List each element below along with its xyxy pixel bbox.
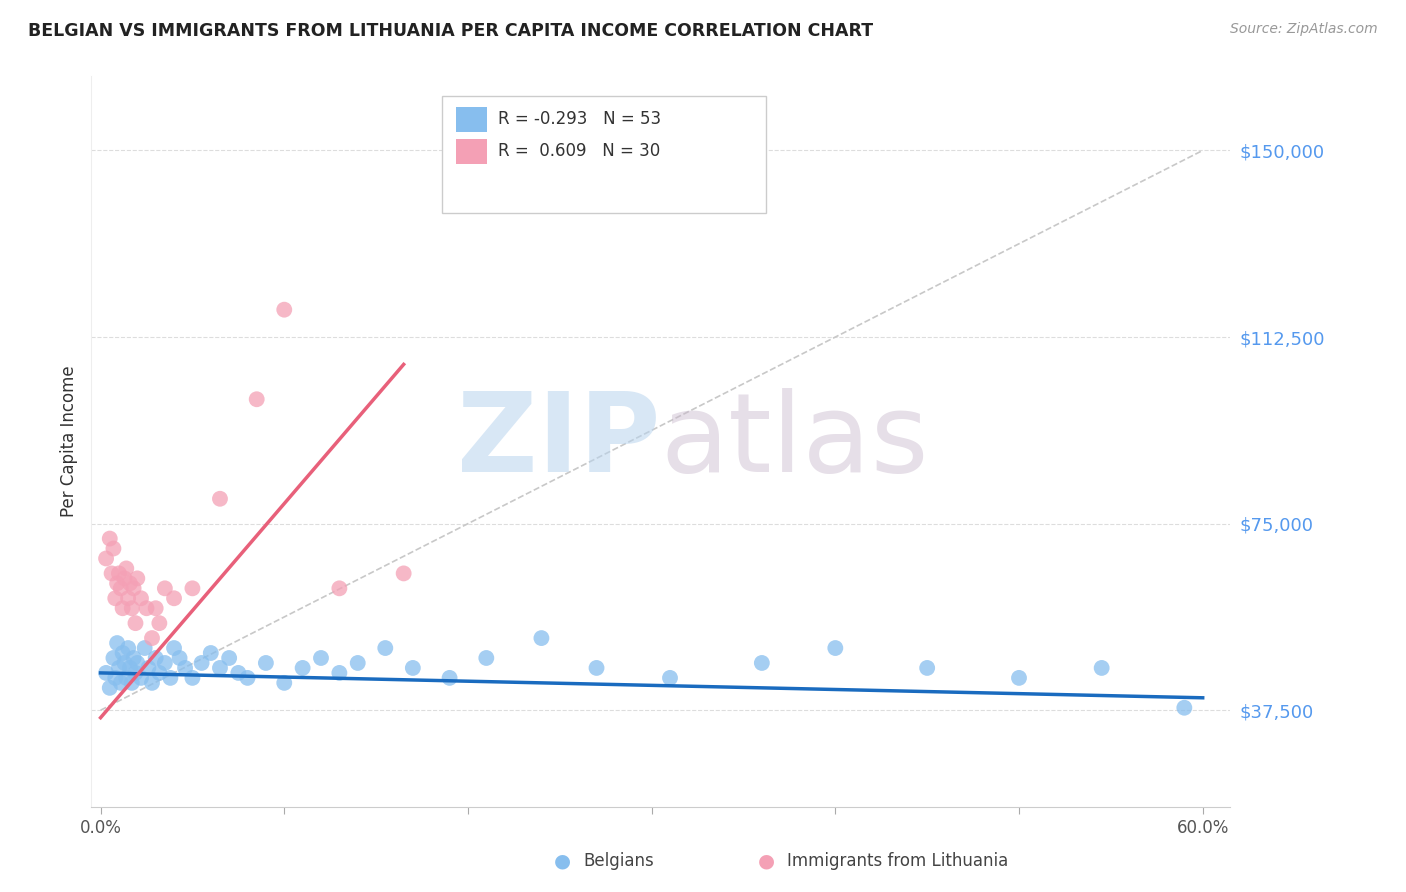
Point: [190, 656, 212, 670]
Point: [751, 656, 773, 670]
Point: [103, 541, 125, 556]
Point: [169, 651, 191, 665]
Point: [110, 676, 132, 690]
Point: [104, 671, 127, 685]
Point: [124, 665, 146, 680]
Point: [208, 661, 231, 675]
Point: [309, 651, 332, 665]
Point: [174, 661, 197, 675]
Text: atlas: atlas: [661, 388, 929, 495]
Point: [402, 661, 425, 675]
Point: [103, 651, 125, 665]
Text: ZIP: ZIP: [457, 388, 661, 495]
Text: Immigrants from Lithuania: Immigrants from Lithuania: [787, 852, 1008, 870]
Point: [291, 661, 314, 675]
Point: [475, 651, 498, 665]
Point: [145, 651, 167, 665]
Point: [108, 661, 131, 675]
Point: [122, 651, 145, 665]
Point: [392, 566, 415, 581]
Point: [200, 646, 222, 660]
Point: [328, 582, 350, 596]
Point: [117, 640, 139, 655]
Point: [915, 661, 938, 675]
Text: R =  0.609   N = 30: R = 0.609 N = 30: [498, 143, 659, 161]
Point: [659, 671, 682, 685]
Point: [118, 576, 141, 591]
Point: [134, 640, 156, 655]
Point: [127, 571, 149, 585]
Point: [148, 665, 170, 680]
Point: [105, 576, 128, 591]
Point: [124, 616, 146, 631]
Point: [105, 636, 128, 650]
Point: [530, 631, 553, 645]
Point: [121, 676, 143, 690]
Text: R = -0.293   N = 53: R = -0.293 N = 53: [498, 111, 661, 128]
Point: [163, 591, 186, 606]
Point: [121, 601, 143, 615]
Point: [111, 646, 134, 660]
Point: [145, 601, 167, 615]
Text: ●: ●: [758, 851, 775, 871]
Point: [118, 661, 141, 675]
Point: [439, 671, 461, 685]
Point: [100, 566, 122, 581]
Text: Belgians: Belgians: [583, 852, 654, 870]
Point: [273, 676, 295, 690]
Point: [208, 491, 231, 506]
Point: [98, 532, 121, 546]
Point: [135, 601, 157, 615]
Point: [153, 656, 176, 670]
Point: [236, 671, 259, 685]
Point: [108, 566, 131, 581]
Point: [824, 640, 846, 655]
Point: [117, 591, 139, 606]
Point: [110, 582, 132, 596]
Point: [114, 571, 136, 585]
Point: [94, 551, 117, 566]
Point: [114, 656, 136, 670]
Point: [148, 616, 170, 631]
Point: [115, 561, 138, 575]
Point: [98, 681, 121, 695]
Point: [104, 591, 127, 606]
Point: [1008, 671, 1031, 685]
Point: [585, 661, 607, 675]
Point: [228, 665, 250, 680]
Point: [153, 582, 176, 596]
Point: [129, 671, 152, 685]
Point: [138, 661, 160, 675]
Text: BELGIAN VS IMMIGRANTS FROM LITHUANIA PER CAPITA INCOME CORRELATION CHART: BELGIAN VS IMMIGRANTS FROM LITHUANIA PER…: [28, 22, 873, 40]
Point: [181, 582, 204, 596]
Point: [1173, 700, 1195, 714]
Point: [273, 302, 295, 317]
Point: [122, 582, 145, 596]
Text: ●: ●: [554, 851, 571, 871]
Point: [181, 671, 204, 685]
Point: [1091, 661, 1114, 675]
Point: [127, 656, 149, 670]
Text: Source: ZipAtlas.com: Source: ZipAtlas.com: [1230, 22, 1378, 37]
Point: [159, 671, 181, 685]
Point: [111, 601, 134, 615]
Point: [246, 392, 269, 407]
Y-axis label: Per Capita Income: Per Capita Income: [59, 366, 77, 517]
Point: [129, 591, 152, 606]
Point: [218, 651, 240, 665]
Point: [346, 656, 368, 670]
Point: [115, 671, 138, 685]
Point: [141, 631, 163, 645]
Point: [254, 656, 277, 670]
Point: [374, 640, 396, 655]
Point: [163, 640, 186, 655]
Point: [328, 665, 350, 680]
Point: [94, 665, 117, 680]
Point: [141, 676, 163, 690]
